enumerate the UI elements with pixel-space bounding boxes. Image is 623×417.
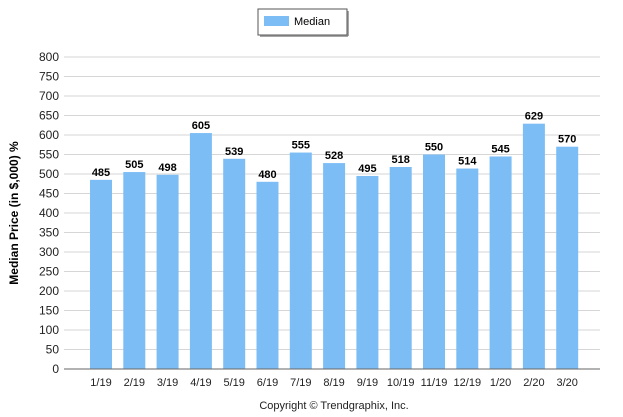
x-tick-label: 7/19: [290, 377, 311, 389]
bar: [489, 156, 512, 369]
bar: [90, 179, 112, 369]
y-tick-label: 100: [39, 323, 59, 337]
bar: [123, 172, 146, 369]
bar: [323, 163, 346, 369]
y-tick-label: 50: [46, 343, 60, 357]
y-tick-label: 500: [39, 167, 59, 181]
y-tick-label: 700: [39, 89, 59, 103]
y-tick-label: 650: [39, 109, 59, 123]
data-label: 498: [158, 162, 176, 174]
legend: Median: [257, 8, 349, 37]
x-tick-label: 11/19: [421, 377, 448, 389]
bar: [256, 181, 279, 369]
y-axis-title: Median Price (in $,000) %: [7, 141, 21, 285]
data-label: 518: [392, 154, 410, 166]
data-label: 629: [525, 111, 543, 123]
y-tick-label: 150: [39, 304, 59, 318]
x-tick-label: 8/19: [323, 377, 344, 389]
x-tick-label: 4/19: [190, 377, 211, 389]
y-tick-label: 0: [52, 362, 59, 376]
bars: [90, 123, 579, 369]
data-label: 514: [458, 156, 477, 168]
bar: [356, 175, 379, 369]
legend-swatch: [264, 16, 289, 26]
bar: [556, 146, 579, 369]
y-tick-label: 200: [39, 284, 59, 298]
x-tick-label: 1/20: [490, 377, 511, 389]
x-tick-label: 10/19: [387, 377, 415, 389]
bar: [156, 174, 179, 369]
bar: [456, 168, 479, 369]
data-label: 605: [192, 120, 210, 132]
y-tick-label: 300: [39, 245, 59, 259]
y-tick-labels: 0 50 100 150 200 250 300 350 400 450 500 550 600 650 7…: [39, 50, 59, 376]
legend-label: Median: [294, 16, 330, 28]
x-tick-label: 12/19: [454, 377, 482, 389]
bar: [223, 158, 246, 369]
x-tick-labels: 1/19 2/19 3/19 4/19 5/19 6/19 7/19 8/19 9/19 10/1…: [90, 377, 578, 389]
bar: [423, 154, 445, 369]
legend-box: [257, 8, 348, 36]
data-label: 550: [425, 142, 443, 154]
x-tick-label: 2/20: [523, 377, 544, 389]
data-label: 545: [491, 143, 509, 155]
x-tick-label: 2/19: [124, 377, 145, 389]
bar: [289, 152, 312, 369]
x-tick-label: 5/19: [223, 377, 244, 389]
y-tick-label: 250: [39, 265, 59, 279]
y-tick-label: 400: [39, 206, 59, 220]
data-label: 485: [92, 167, 110, 179]
copyright-footer: Copyright © Trendgraphix, Inc.: [259, 400, 408, 412]
data-labels: 485 505 498 605 539 480 555 528 495 518 550 514 545 6…: [92, 111, 577, 181]
data-label: 505: [125, 159, 143, 171]
data-label: 555: [292, 140, 310, 152]
data-label: 570: [558, 134, 576, 146]
y-tick-label: 750: [39, 70, 59, 84]
x-tick-label: 3/20: [556, 377, 577, 389]
y-tick-label: 450: [39, 187, 59, 201]
bar: [189, 133, 212, 369]
x-tick-label: 9/19: [357, 377, 378, 389]
x-tick-label: 1/19: [90, 377, 111, 389]
y-tick-label: 550: [39, 148, 59, 162]
data-label: 495: [358, 163, 376, 175]
x-tick-label: 3/19: [157, 377, 178, 389]
data-label: 539: [225, 146, 243, 158]
bar: [389, 166, 412, 369]
x-tick-label: 6/19: [257, 377, 278, 389]
y-tick-label: 600: [39, 128, 59, 142]
bar: [522, 123, 545, 369]
y-tick-label: 350: [39, 226, 59, 240]
y-tick-label: 800: [39, 50, 59, 64]
data-label: 480: [258, 169, 276, 181]
data-label: 528: [325, 150, 343, 162]
